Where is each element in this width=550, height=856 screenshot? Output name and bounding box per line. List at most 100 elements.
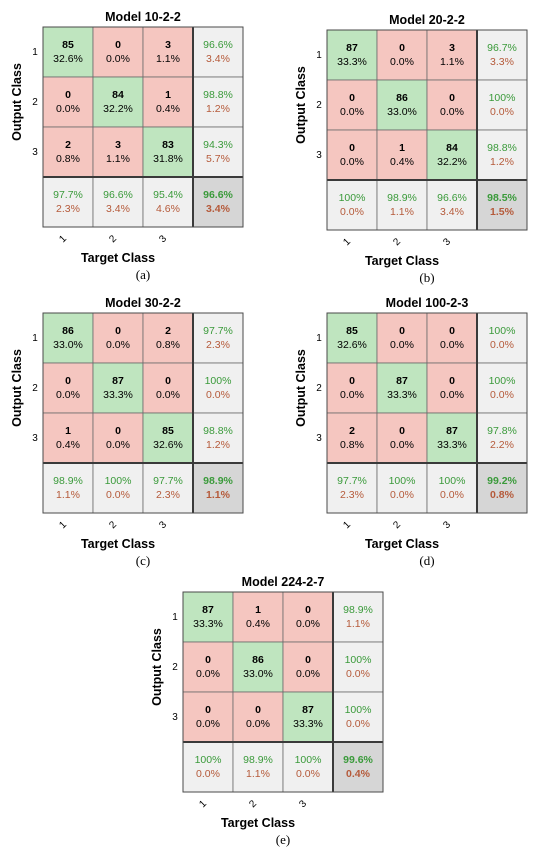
col-summary-error: 2.3% [56, 203, 80, 215]
matrix-cell [182, 591, 234, 643]
matrix-border [326, 312, 528, 514]
matrix-cell [142, 76, 194, 128]
cell-count: 3 [115, 139, 121, 151]
matrix-cell [92, 176, 144, 228]
row-summary-correct: 98.8% [203, 89, 233, 101]
overall-accuracy: 99.2% [487, 475, 517, 487]
x-tick-label: 2 [107, 233, 119, 245]
matrix-cell [42, 126, 94, 178]
x-tick-label: 3 [297, 798, 309, 810]
row-summary-correct: 98.9% [343, 604, 373, 616]
matrix-cell [192, 462, 244, 514]
y-tick-label: 1 [32, 333, 38, 344]
matrix-cell [232, 641, 284, 693]
x-tick-label: 3 [441, 236, 453, 248]
row-summary-correct: 100% [489, 92, 516, 104]
matrix-cell [326, 29, 378, 81]
cell-count: 86 [62, 325, 74, 337]
matrix-cell [332, 591, 384, 643]
cell-count: 1 [255, 604, 261, 616]
cell-percent: 0.4% [246, 618, 270, 630]
col-summary-error: 0.0% [440, 489, 464, 501]
y-tick-label: 3 [316, 433, 322, 444]
matrix-cell [326, 129, 378, 181]
y-tick-label: 1 [172, 612, 178, 623]
cell-percent: 0.0% [106, 339, 130, 351]
matrix-cell [376, 179, 428, 231]
row-summary-error: 1.2% [206, 103, 230, 115]
col-summary-correct: 100% [105, 475, 132, 487]
row-summary-correct: 96.6% [203, 39, 233, 51]
x-tick-label: 2 [247, 798, 259, 810]
col-summary-error: 1.1% [390, 206, 414, 218]
cell-percent: 31.8% [153, 153, 183, 165]
matrix-cell [476, 79, 528, 131]
cell-count: 83 [162, 139, 174, 151]
matrix-cell [42, 26, 94, 78]
row-summary-error: 2.2% [490, 439, 514, 451]
cell-percent: 0.0% [156, 389, 180, 401]
matrix-cell [376, 412, 428, 464]
matrix-cell [426, 179, 478, 231]
col-summary-error: 4.6% [156, 203, 180, 215]
cell-count: 87 [446, 425, 458, 437]
matrix-cell [476, 362, 528, 414]
cell-percent: 0.0% [106, 439, 130, 451]
matrix-cell [42, 176, 94, 228]
chart-title: Model 224-2-7 [242, 575, 325, 589]
cell-count: 3 [165, 39, 171, 51]
overall-accuracy: 98.9% [203, 475, 233, 487]
cell-percent: 32.6% [53, 53, 83, 65]
matrix-cell [142, 26, 194, 78]
matrix-cell [142, 176, 194, 228]
cell-count: 0 [115, 325, 121, 337]
col-summary-error: 2.3% [340, 489, 364, 501]
y-tick-label: 2 [172, 662, 178, 673]
col-summary-correct: 97.7% [53, 189, 83, 201]
col-summary-error: 3.4% [106, 203, 130, 215]
cell-count: 0 [449, 325, 455, 337]
matrix-cell [142, 412, 194, 464]
row-summary-error: 0.0% [490, 339, 514, 351]
y-axis-label: Output Class [150, 628, 164, 706]
y-axis-label: Output Class [294, 66, 308, 144]
col-summary-correct: 98.9% [387, 192, 417, 204]
row-summary-error: 2.3% [206, 339, 230, 351]
cell-percent: 33.3% [293, 718, 323, 730]
matrix-border [42, 312, 244, 514]
panel-caption: (b) [419, 270, 434, 285]
col-summary-correct: 95.4% [153, 189, 183, 201]
matrix-cell [376, 79, 428, 131]
matrix-cell [282, 641, 334, 693]
overall-error: 1.1% [206, 489, 231, 501]
y-tick-label: 3 [316, 150, 322, 161]
matrix-cell [192, 76, 244, 128]
y-axis-label: Output Class [10, 349, 24, 427]
cell-percent: 33.0% [53, 339, 83, 351]
y-tick-label: 2 [316, 383, 322, 394]
cell-percent: 0.0% [246, 718, 270, 730]
cell-count: 0 [449, 92, 455, 104]
matrix-cell [426, 312, 478, 364]
row-summary-error: 1.2% [206, 439, 230, 451]
y-axis-label: Output Class [294, 349, 308, 427]
row-summary-error: 0.0% [490, 106, 514, 118]
matrix-cell [326, 312, 378, 364]
confusion-matrix-panel-5: 87 33.3% 1 0.4% 0 0.0% 0 0.0% 86 33.0% 0 0.0% 0 0.0% 0… [150, 575, 384, 847]
row-summary-error: 1.2% [490, 156, 514, 168]
cell-count: 0 [305, 654, 311, 666]
matrix-cell [426, 412, 478, 464]
row-summary-correct: 98.8% [203, 425, 233, 437]
matrix-cell [476, 29, 528, 81]
cell-percent: 0.0% [340, 389, 364, 401]
matrix-cell [282, 741, 334, 793]
row-summary-error: 3.3% [490, 56, 514, 68]
matrix-cell [142, 462, 194, 514]
cell-count: 0 [65, 375, 71, 387]
cell-percent: 0.4% [156, 103, 180, 115]
matrix-border [182, 591, 384, 793]
row-summary-correct: 98.8% [487, 142, 517, 154]
row-summary-error: 0.0% [346, 718, 370, 730]
cell-count: 0 [255, 704, 261, 716]
x-axis-label: Target Class [81, 537, 155, 551]
